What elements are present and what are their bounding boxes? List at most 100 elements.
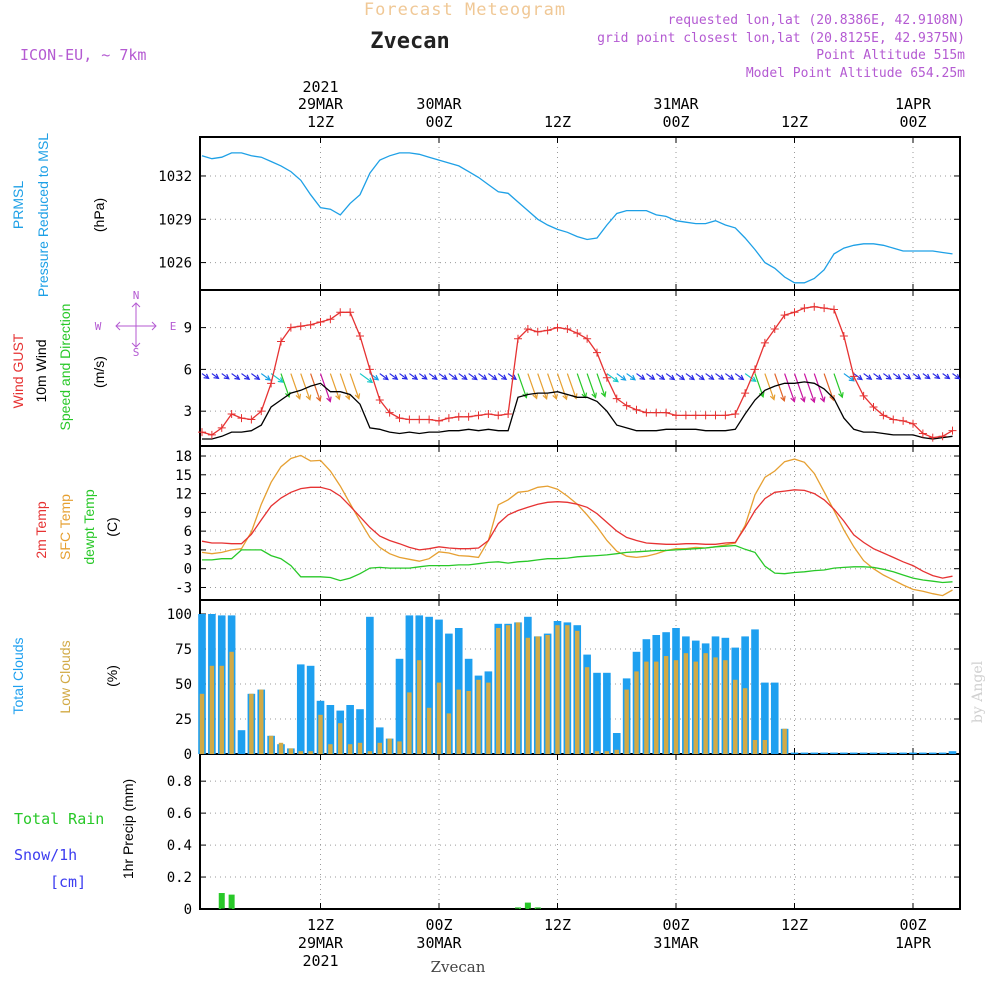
wind-arrow-shaft [201,373,209,379]
wind-arrow-shaft [843,373,855,382]
date-label-top: 31MAR [653,95,699,113]
gust-point [237,414,246,423]
low-cloud-bar [397,741,402,754]
gust-point [593,348,601,357]
date-label-bottom: 1APR [895,934,932,952]
low-cloud-bar [644,661,649,754]
wind-arrow [873,373,883,380]
wind-arrow-head [905,374,912,380]
total-cloud-bar [425,616,433,754]
wind-arrow-shaft [784,373,795,402]
y-tick-label: 3 [184,543,192,559]
wind-arrow-shaft [952,373,960,380]
gust-point [909,419,917,428]
wind-arrow-head [924,373,931,380]
wind-arrow-head [679,374,686,381]
precip-frame [199,753,961,910]
wind-arrow [813,373,826,403]
wind-arrow-shaft [646,373,655,380]
hour-label-top: 00Z [899,113,926,131]
wind-arrow [853,373,863,381]
date-label-top: 29MAR [298,95,344,113]
dewpt-temp-line [202,544,953,584]
gust-point [741,389,750,398]
wind-arrow-head [441,374,448,380]
low-cloud-bar [268,735,274,754]
total-cloud-bar [938,752,947,754]
precip-labels: Total Rain Snow/1h [cm] 1hr Precip (mm) [14,779,136,891]
wind-arrow-shaft [813,373,825,402]
y-tick-label: 9 [184,321,192,337]
gust-point [583,334,592,343]
wind-arrow-shaft [428,373,438,380]
total-cloud-bar [751,629,759,754]
wind-arrow [626,373,637,381]
wind-arrow [734,373,745,381]
wind-arrow-shaft [655,373,665,380]
low-cloud-bar [663,656,669,754]
gridpoint-coords: grid point closest lon,lat (20.8125E, 42… [597,31,965,46]
temp-unit-label: (C) [104,517,120,536]
wind-arrow-shaft [379,373,389,380]
wind-arrow-shaft [349,373,360,399]
prmsl-line [201,152,953,284]
wind-arrow-shaft [616,373,626,381]
total-cloud-bar [306,665,315,754]
gust-point [405,415,414,424]
low-cloud-bar [723,660,728,754]
wind-arrow-shaft [883,373,892,380]
gust-point [800,304,809,313]
precip-unit-label: 1hr Precip (mm) [120,779,136,879]
low-cloud-bar [387,738,392,754]
wind-arrow [902,373,912,380]
wind-arrow-head [838,392,844,399]
low-cloud-bar [693,661,698,754]
gust-point [444,414,453,423]
total-cloud-bar [899,752,907,754]
wind-arrow-shaft [241,373,250,380]
wind-arrow [922,373,931,380]
wind-arrow-shaft [251,373,260,380]
low-cloud-bar [219,665,224,754]
low-cloud-bar [782,728,787,754]
wind-arrow-head [392,374,399,380]
date-label-bottom: 29MAR [298,934,344,952]
y-tick-label: 0.2 [167,870,192,886]
cloud-bars [198,614,957,754]
gust-point [731,409,740,418]
gust-label: Wind GUST [10,333,26,408]
wind-arrow-head [856,374,863,381]
wind-arrow-head [244,374,251,380]
sfc-temp-label: SFC Temp [57,494,73,560]
y-tick-label: 1032 [158,169,192,185]
wind-arrow [725,373,735,381]
total-cloud-bar [237,730,246,754]
wind-arrow [764,373,776,401]
gust-point [810,302,819,311]
low-cloud-bar [357,742,363,754]
gust-point [701,411,710,420]
wind-arrow-head [769,394,776,401]
low-cloud-bar [456,689,461,754]
y-tick-label: 6 [184,362,192,378]
gust-point [277,337,285,346]
wind-arrow-shaft [853,373,863,380]
wind-arrow-shaft [626,373,636,381]
cloud-labels: Total Clouds Low Clouds (%) [10,637,120,714]
low-cloud-bar [298,751,303,754]
gust-point [899,416,908,425]
gust-point [681,411,690,420]
gust-point [879,411,888,420]
y-tick-label: 0 [184,747,192,763]
wind-arrow-head [718,374,725,381]
gust-point [375,396,384,405]
wind-arrow-head [451,374,458,381]
wind-arrow-shaft [458,373,468,380]
wind-arrow-head [335,394,341,401]
total-cloud-bar [919,752,927,754]
wind-arrow-head [421,374,428,380]
gust-point [227,409,236,418]
wind-arrow-head [461,374,468,381]
y-tick-label: 18 [175,449,192,465]
